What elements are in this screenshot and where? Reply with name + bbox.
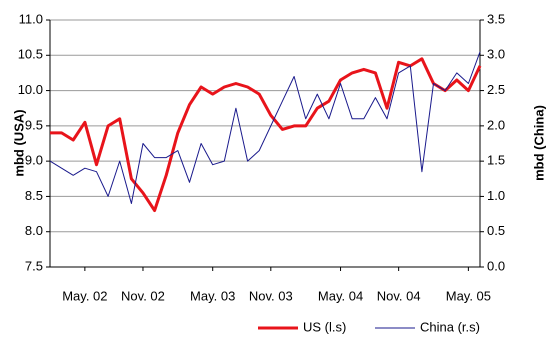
legend-label: US (l.s): [303, 319, 346, 334]
y-tick-label: 10.5: [18, 47, 43, 62]
x-tick-label: Nov. 03: [249, 288, 293, 303]
x-tick-label: May. 02: [62, 288, 107, 303]
x-tick-label: May. 05: [446, 288, 491, 303]
y2-tick-label: 3.5: [487, 11, 505, 26]
y-tick-label: 8.5: [25, 188, 43, 203]
y2-tick-label: 0.5: [487, 223, 505, 238]
series-line: [49, 51, 481, 204]
y2-tick-label: 1.0: [487, 188, 505, 203]
y-tick-label: 9.5: [25, 117, 43, 132]
x-tick-label: Nov. 02: [121, 288, 165, 303]
x-tick-label: Nov. 04: [377, 288, 421, 303]
x-tick-label: May. 03: [190, 288, 235, 303]
y-tick-label: 11.0: [19, 11, 43, 26]
y-tick-label: 9.0: [25, 153, 43, 168]
legend-label: China (r.s): [420, 319, 480, 334]
series-line: [50, 57, 482, 212]
y2-tick-label: 2.0: [487, 117, 505, 132]
y-axis-label: mbd (USA): [11, 109, 26, 176]
y2-tick-label: 2.5: [487, 82, 505, 97]
y2-tick-label: 0.0: [487, 258, 505, 273]
y-tick-label: 8.0: [25, 223, 43, 238]
x-tick-label: May. 04: [318, 288, 363, 303]
y2-axis-label: mbd (China): [531, 105, 546, 181]
y2-tick-label: 1.5: [487, 153, 505, 168]
y-tick-label: 7.5: [25, 258, 43, 273]
y-tick-label: 10.0: [18, 82, 43, 97]
y2-tick-label: 3.0: [487, 47, 505, 62]
